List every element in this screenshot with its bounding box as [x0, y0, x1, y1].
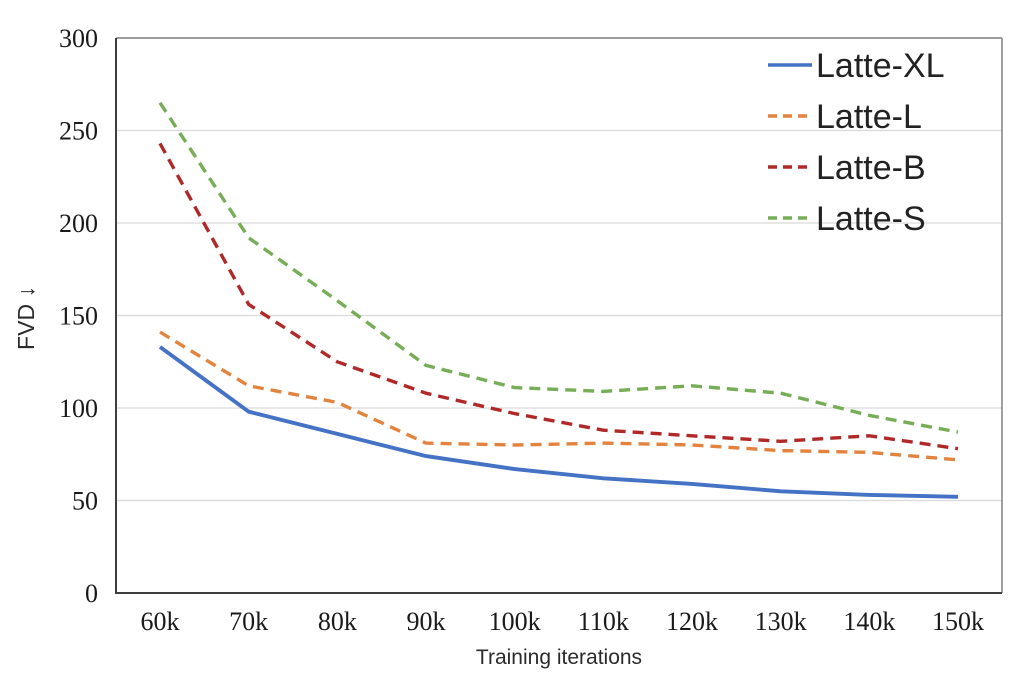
- legend-item-latte-b: Latte-B: [768, 149, 926, 187]
- series-line-latte-s: [158, 101, 959, 434]
- legend-item-latte-s: Latte-S: [768, 200, 926, 238]
- x-tick-label-140k: 140k: [843, 607, 895, 636]
- y-tick-label-50: 50: [72, 487, 98, 516]
- y-tick-label-300: 300: [59, 24, 98, 53]
- y-axis-title: FVD ↓: [13, 286, 39, 350]
- x-tick-label-60k: 60k: [141, 607, 180, 636]
- series-line-latte-l: [159, 330, 959, 462]
- series-line-latte-xl: [158, 345, 959, 499]
- legend-label-latte-b: Latte-B: [816, 149, 926, 187]
- y-tick-label-200: 200: [59, 209, 98, 238]
- series-line-latte-b: [158, 142, 959, 451]
- legend-item-latte-l: Latte-L: [768, 98, 922, 136]
- legend-label-latte-s: Latte-S: [816, 200, 926, 238]
- legend-item-latte-xl: Latte-XL: [768, 47, 945, 85]
- y-tick-labels: 0 50 100 150 200 250 300: [59, 24, 98, 608]
- y-tick-label-100: 100: [59, 394, 98, 423]
- x-tick-label-70k: 70k: [229, 607, 268, 636]
- x-tick-label-110k: 110k: [578, 607, 629, 636]
- x-axis-title: Training iterations: [476, 646, 642, 669]
- x-tick-label-100k: 100k: [489, 607, 541, 636]
- axes: [115, 37, 1003, 594]
- legend: Latte-XL Latte-L Latte-B Latte-S: [768, 47, 945, 238]
- legend-label-latte-xl: Latte-XL: [816, 47, 945, 85]
- x-tick-label-120k: 120k: [666, 607, 718, 636]
- y-tick-label-150: 150: [59, 302, 98, 331]
- x-tick-labels: 60k 70k 80k 90k 100k 110k 120k 130k 140k 150k: [141, 607, 985, 636]
- x-tick-label-80k: 80k: [318, 607, 357, 636]
- x-tick-label-90k: 90k: [407, 607, 446, 636]
- x-tick-label-150k: 150k: [932, 607, 984, 636]
- y-tick-label-250: 250: [59, 117, 98, 146]
- series-lines: [158, 101, 959, 499]
- x-tick-label-130k: 130k: [755, 607, 807, 636]
- y-tick-label-0: 0: [85, 579, 98, 608]
- legend-label-latte-l: Latte-L: [816, 98, 922, 136]
